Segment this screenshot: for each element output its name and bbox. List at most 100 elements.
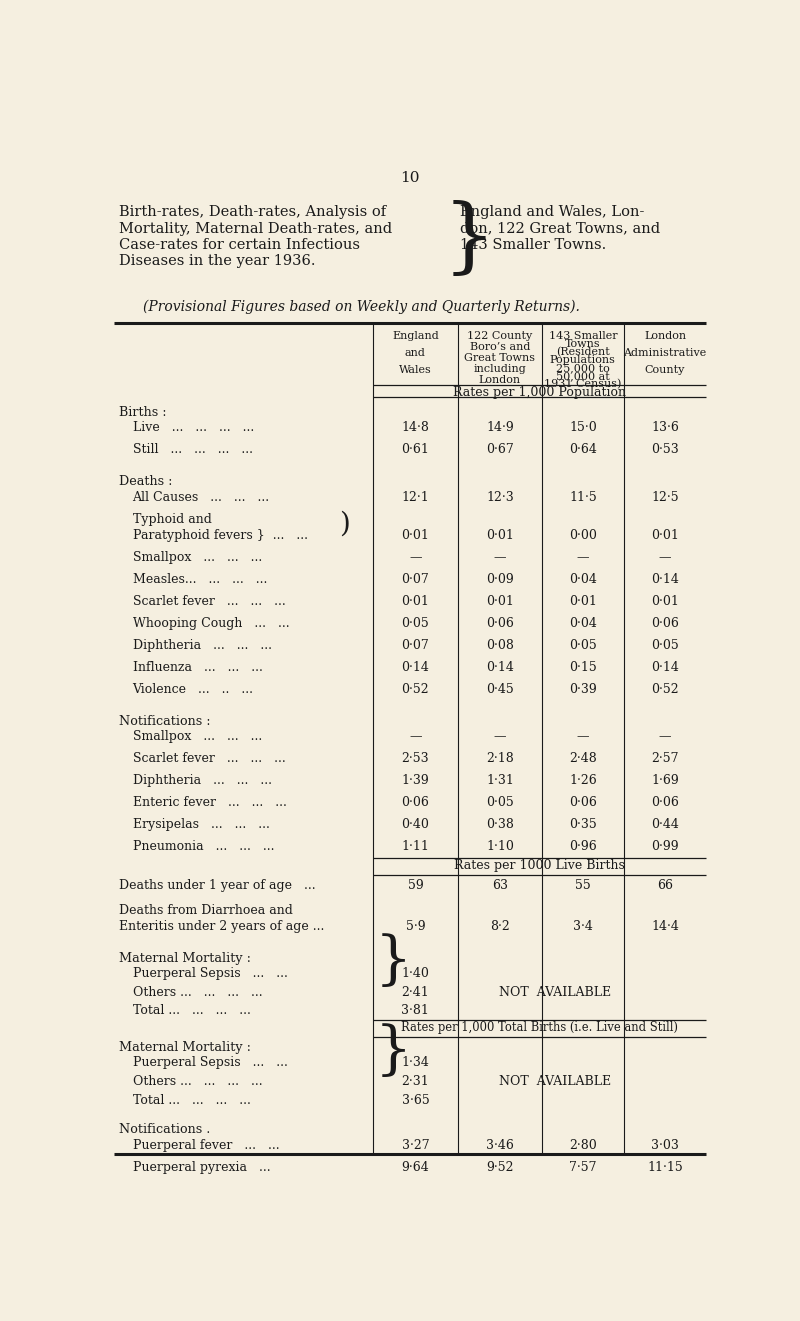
Text: 0·39: 0·39 — [569, 683, 597, 696]
Text: Pneumonia   ...   ...   ...: Pneumonia ... ... ... — [133, 840, 274, 853]
Text: Maternal Mortality :: Maternal Mortality : — [119, 1041, 251, 1054]
Text: NOT  AVAILABLE: NOT AVAILABLE — [499, 985, 611, 999]
Text: Others ...   ...   ...   ...: Others ... ... ... ... — [133, 1075, 262, 1089]
Text: 3·81: 3·81 — [402, 1004, 430, 1017]
Text: 9·52: 9·52 — [486, 1161, 514, 1174]
Text: London: London — [644, 332, 686, 341]
Text: Influenza   ...   ...   ...: Influenza ... ... ... — [133, 660, 262, 674]
Text: Total ...   ...   ...   ...: Total ... ... ... ... — [133, 1004, 250, 1017]
Text: Smallpox   ...   ...   ...: Smallpox ... ... ... — [133, 731, 262, 742]
Text: 0·07: 0·07 — [402, 639, 430, 651]
Text: 0·05: 0·05 — [569, 639, 597, 651]
Text: 0·01: 0·01 — [402, 594, 430, 608]
Text: 2·18: 2·18 — [486, 752, 514, 765]
Text: Rates per 1,000 Total Births (i.e. Live and Still): Rates per 1,000 Total Births (i.e. Live … — [401, 1021, 678, 1034]
Text: 2·31: 2·31 — [402, 1075, 430, 1089]
Text: Deaths :: Deaths : — [119, 476, 173, 489]
Text: Deaths from Diarrhoea and: Deaths from Diarrhoea and — [119, 904, 294, 917]
Text: 0·52: 0·52 — [651, 683, 678, 696]
Text: 0·01: 0·01 — [569, 594, 597, 608]
Text: Rates per 1,000 Population: Rates per 1,000 Population — [453, 386, 626, 399]
Text: 0·06: 0·06 — [402, 795, 430, 808]
Text: 0·15: 0·15 — [569, 660, 597, 674]
Text: 0·64: 0·64 — [569, 444, 597, 456]
Text: 1·40: 1·40 — [402, 967, 430, 980]
Text: —: — — [658, 551, 671, 564]
Text: Still   ...   ...   ...   ...: Still ... ... ... ... — [133, 444, 253, 456]
Text: Enteric fever   ...   ...   ...: Enteric fever ... ... ... — [133, 795, 286, 808]
Text: 1·69: 1·69 — [651, 774, 679, 787]
Text: 0·96: 0·96 — [569, 840, 597, 853]
Text: 0·14: 0·14 — [486, 660, 514, 674]
Text: Scarlet fever   ...   ...   ...: Scarlet fever ... ... ... — [133, 594, 286, 608]
Text: 50,000 at: 50,000 at — [556, 371, 610, 380]
Text: 0·61: 0·61 — [402, 444, 430, 456]
Text: 1·39: 1·39 — [402, 774, 430, 787]
Text: 0·06: 0·06 — [651, 617, 679, 630]
Text: 0·14: 0·14 — [651, 660, 679, 674]
Text: Live   ...   ...   ...   ...: Live ... ... ... ... — [133, 421, 254, 435]
Text: —: — — [577, 731, 589, 742]
Text: 0·08: 0·08 — [486, 639, 514, 651]
Text: 0·01: 0·01 — [651, 594, 679, 608]
Text: 12·5: 12·5 — [651, 490, 678, 503]
Text: 1·11: 1·11 — [402, 840, 430, 853]
Text: —: — — [494, 731, 506, 742]
Text: Puerperal Sepsis   ...   ...: Puerperal Sepsis ... ... — [133, 1057, 287, 1070]
Text: 8·2: 8·2 — [490, 919, 510, 933]
Text: 2·48: 2·48 — [569, 752, 597, 765]
Text: 3·4: 3·4 — [573, 919, 593, 933]
Text: Total ...   ...   ...   ...: Total ... ... ... ... — [133, 1094, 250, 1107]
Text: 0·01: 0·01 — [651, 530, 679, 542]
Text: Paratyphoid fevers }  ...   ...: Paratyphoid fevers } ... ... — [133, 530, 307, 542]
Text: NOT  AVAILABLE: NOT AVAILABLE — [499, 1075, 611, 1089]
Text: Typhoid and: Typhoid and — [133, 513, 211, 526]
Text: 0·45: 0·45 — [486, 683, 514, 696]
Text: Enteritis under 2 years of age ...: Enteritis under 2 years of age ... — [119, 919, 325, 933]
Text: 13·6: 13·6 — [651, 421, 679, 435]
Text: 14·9: 14·9 — [486, 421, 514, 435]
Text: Whooping Cough   ...   ...: Whooping Cough ... ... — [133, 617, 289, 630]
Text: 0·38: 0·38 — [486, 818, 514, 831]
Text: 12·1: 12·1 — [402, 490, 430, 503]
Text: 0·00: 0·00 — [569, 530, 597, 542]
Text: }: } — [375, 934, 412, 991]
Text: England and Wales, Lon-
don, 122 Great Towns, and
143 Smaller Towns.: England and Wales, Lon- don, 122 Great T… — [460, 206, 661, 252]
Text: 1·31: 1·31 — [486, 774, 514, 787]
Text: 63: 63 — [492, 878, 508, 892]
Text: England: England — [392, 332, 438, 341]
Text: 0·44: 0·44 — [651, 818, 679, 831]
Text: 11·5: 11·5 — [569, 490, 597, 503]
Text: 0·05: 0·05 — [651, 639, 679, 651]
Text: 9·64: 9·64 — [402, 1161, 430, 1174]
Text: 0·14: 0·14 — [651, 573, 679, 587]
Text: Wales: Wales — [399, 366, 432, 375]
Text: Birth-rates, Death-rates, Analysis of
Mortality, Maternal Death-rates, and
Case-: Birth-rates, Death-rates, Analysis of Mo… — [119, 206, 393, 268]
Text: 143 Smaller: 143 Smaller — [549, 332, 617, 341]
Text: 14·4: 14·4 — [651, 919, 679, 933]
Text: 14·8: 14·8 — [402, 421, 430, 435]
Text: 0·04: 0·04 — [569, 617, 597, 630]
Text: 0·07: 0·07 — [402, 573, 430, 587]
Text: Puerperal Sepsis   ...   ...: Puerperal Sepsis ... ... — [133, 967, 287, 980]
Text: }: } — [442, 199, 495, 280]
Text: 0·14: 0·14 — [402, 660, 430, 674]
Text: 2·57: 2·57 — [651, 752, 678, 765]
Text: 0·06: 0·06 — [651, 795, 679, 808]
Text: 0·06: 0·06 — [569, 795, 597, 808]
Text: Diphtheria   ...   ...   ...: Diphtheria ... ... ... — [133, 639, 271, 651]
Text: 1·26: 1·26 — [569, 774, 597, 787]
Text: Births :: Births : — [119, 406, 167, 419]
Text: County: County — [645, 366, 685, 375]
Text: 7·57: 7·57 — [569, 1161, 597, 1174]
Text: including: including — [474, 363, 526, 374]
Text: —: — — [577, 551, 589, 564]
Text: 0·40: 0·40 — [402, 818, 430, 831]
Text: 0·01: 0·01 — [486, 594, 514, 608]
Text: 2·53: 2·53 — [402, 752, 430, 765]
Text: Notifications :: Notifications : — [119, 715, 211, 728]
Text: 0·09: 0·09 — [486, 573, 514, 587]
Text: 0·99: 0·99 — [651, 840, 678, 853]
Text: 1931 Census): 1931 Census) — [544, 379, 622, 390]
Text: All Causes   ...   ...   ...: All Causes ... ... ... — [133, 490, 270, 503]
